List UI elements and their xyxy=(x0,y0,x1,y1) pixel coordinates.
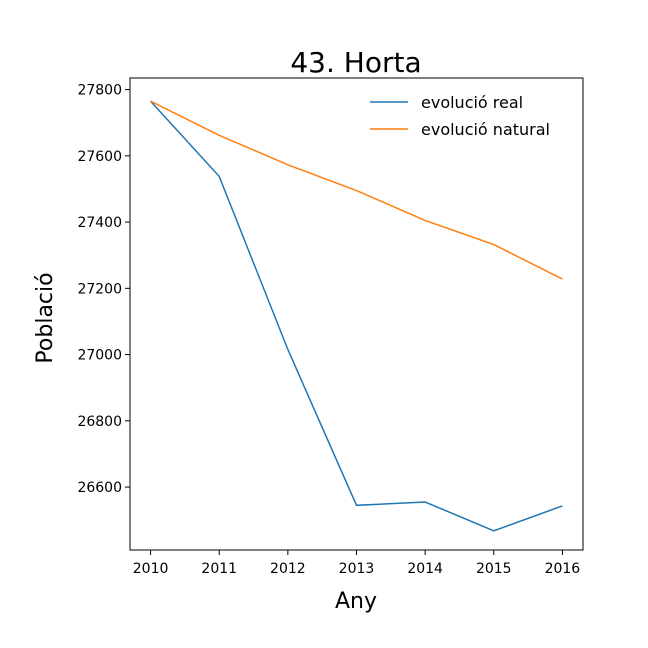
x-tick-label: 2012 xyxy=(270,561,306,577)
y-axis: 26600 26800 27000 27200 27400 27600 27800 xyxy=(77,83,130,496)
series-line-1 xyxy=(150,100,563,532)
y-axis-label: Població xyxy=(33,272,58,363)
y-tick-label: 27200 xyxy=(77,281,122,297)
x-tick-label: 2011 xyxy=(201,561,237,577)
x-axis-label: Any xyxy=(335,589,377,614)
y-tick-label: 27800 xyxy=(77,83,122,99)
x-tick-label: 2010 xyxy=(133,561,169,577)
legend: evolució real evolució natural xyxy=(370,93,550,139)
y-tick-label: 27400 xyxy=(77,215,122,231)
y-tick-label: 26800 xyxy=(77,414,122,430)
y-tick-label: 27000 xyxy=(77,348,122,364)
legend-label: evolució natural xyxy=(421,120,550,139)
series-line-2 xyxy=(150,100,563,280)
y-tick-label: 27600 xyxy=(77,149,122,165)
x-tick-label: 2014 xyxy=(407,561,443,577)
x-tick-label: 2015 xyxy=(476,561,512,577)
chart-title: 43. Horta xyxy=(290,46,421,79)
x-tick-label: 2016 xyxy=(545,561,581,577)
x-tick-label: 2013 xyxy=(339,561,375,577)
series-lines xyxy=(150,100,563,532)
x-axis: 2010 2011 2012 2013 2014 2015 2016 xyxy=(133,550,581,577)
y-tick-label: 26600 xyxy=(77,480,122,496)
legend-label: evolució real xyxy=(421,93,523,112)
plot-area-frame xyxy=(129,77,584,551)
